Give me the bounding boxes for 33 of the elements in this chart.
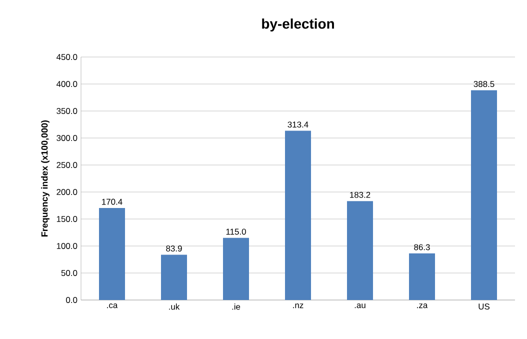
- y-axis-title: Frequency index (x100,000): [41, 120, 50, 236]
- bar: [285, 130, 312, 300]
- y-tick-label: 300.0: [56, 135, 78, 141]
- bar: [223, 238, 250, 300]
- bar: [347, 201, 374, 300]
- data-label: 170.4: [102, 198, 122, 205]
- y-tick-label: 100.0: [56, 243, 78, 249]
- y-tick-label: 150.0: [56, 216, 78, 222]
- bar: [409, 253, 436, 300]
- x-tick-label: .za: [417, 304, 428, 308]
- data-label: 83.9: [166, 246, 182, 252]
- y-tick-label: 400.0: [56, 81, 78, 87]
- data-label: 313.4: [288, 122, 308, 128]
- data-label: 388.5: [474, 81, 494, 88]
- x-tick-label: US: [478, 304, 490, 310]
- x-tick-label: .uk: [169, 304, 180, 310]
- bar: [99, 208, 126, 300]
- y-tick-label: 450.0: [56, 54, 78, 60]
- chart-title: by-election: [262, 18, 334, 32]
- data-label: 86.3: [414, 244, 430, 250]
- x-tick-label: .nz: [293, 304, 304, 308]
- x-tick-label: .ca: [107, 304, 118, 308]
- data-label: 115.0: [226, 228, 246, 235]
- data-label: 183.2: [350, 192, 370, 198]
- y-tick-label: 0.0: [66, 297, 78, 303]
- y-tick-label: 250.0: [56, 162, 78, 168]
- x-tick-label: .ie: [232, 304, 240, 310]
- bar: [471, 90, 498, 300]
- y-tick-label: 350.0: [56, 108, 78, 114]
- y-tick-label: 200.0: [56, 189, 78, 195]
- bar: [161, 254, 188, 300]
- y-tick-label: 50.0: [61, 270, 78, 276]
- x-tick-label: .au: [354, 304, 366, 308]
